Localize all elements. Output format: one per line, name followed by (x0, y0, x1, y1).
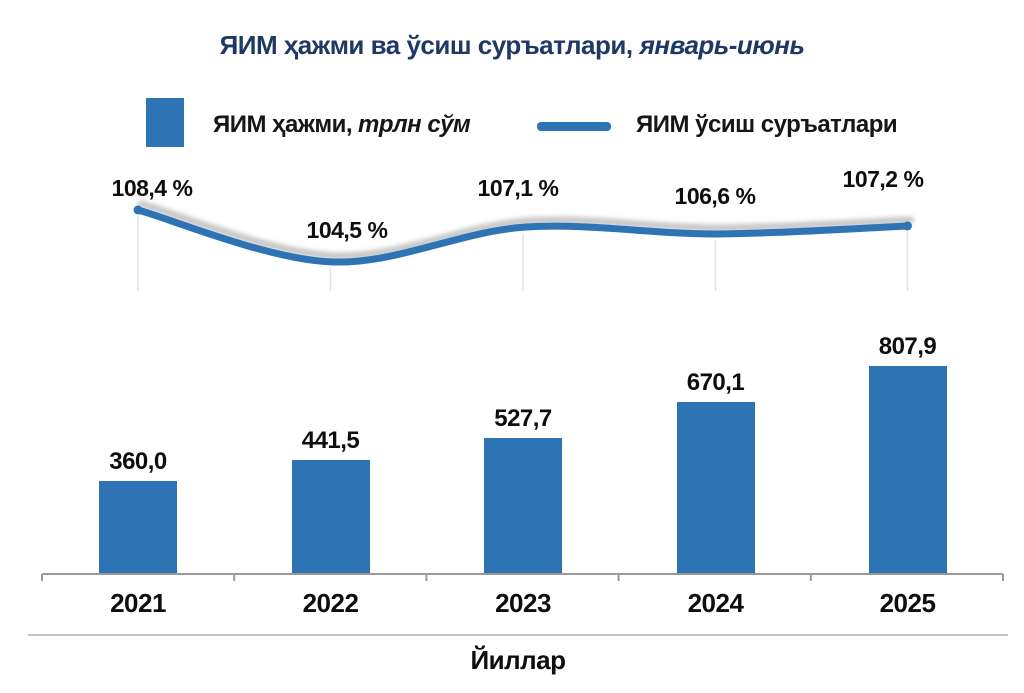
growth-line-end-marker (903, 221, 912, 231)
bar-value-2021: 360,0 (109, 448, 167, 475)
bar-2024 (676, 402, 755, 573)
growth-line-start-marker (133, 205, 143, 215)
legend-item-bars: ЯИМ ҳажми, трлн сўм (213, 111, 471, 139)
bar-value-2023: 527,7 (494, 405, 552, 432)
growth-line (134, 206, 911, 266)
chart-title-period: январь-июнь (639, 30, 805, 60)
bar-value-2022: 441,5 (301, 427, 360, 454)
line-value-2024: 106,6 % (674, 183, 756, 209)
legend-line-label: ЯИМ ўсиш суръатлари (636, 111, 898, 138)
x-tick-label-2021: 2021 (110, 588, 166, 618)
bar-2023 (484, 438, 562, 573)
x-tick-label-2025: 2025 (879, 588, 936, 618)
bar-value-2024: 670,1 (686, 369, 745, 396)
x-axis-title: Йиллар (470, 645, 566, 675)
bar-2025 (868, 366, 947, 573)
line-value-2022: 104,5 % (306, 217, 388, 243)
legend-bar-swatch-icon (146, 98, 184, 147)
chart-title-main: ЯИМ ҳажми ва ўсиш суръатлари, (219, 30, 634, 60)
bar-value-2025: 807,9 (878, 333, 937, 360)
chart-title: ЯИМ ҳажми ва ўсиш суръатлари, январь-июнь (0, 30, 1024, 61)
legend-bars-unit: трлн сўм (358, 111, 471, 138)
line-value-2025: 107,2 % (842, 166, 924, 192)
legend-bars-label: ЯИМ ҳажми, (213, 111, 353, 138)
legend-item-line: ЯИМ ўсиш суръатлари (636, 111, 898, 139)
x-tick-label-2022: 2022 (302, 588, 359, 618)
growth-line-shadow (137, 200, 914, 260)
x-tick-label-2024: 2024 (687, 588, 744, 618)
bar-2021 (99, 481, 177, 573)
line-value-2021: 108,4 % (111, 175, 193, 201)
bar-2022 (291, 460, 370, 573)
footer-separator (28, 634, 1008, 636)
line-value-2023: 107,1 % (477, 175, 559, 201)
legend-line-swatch-icon (537, 122, 611, 131)
x-tick-label-2023: 2023 (495, 588, 551, 618)
